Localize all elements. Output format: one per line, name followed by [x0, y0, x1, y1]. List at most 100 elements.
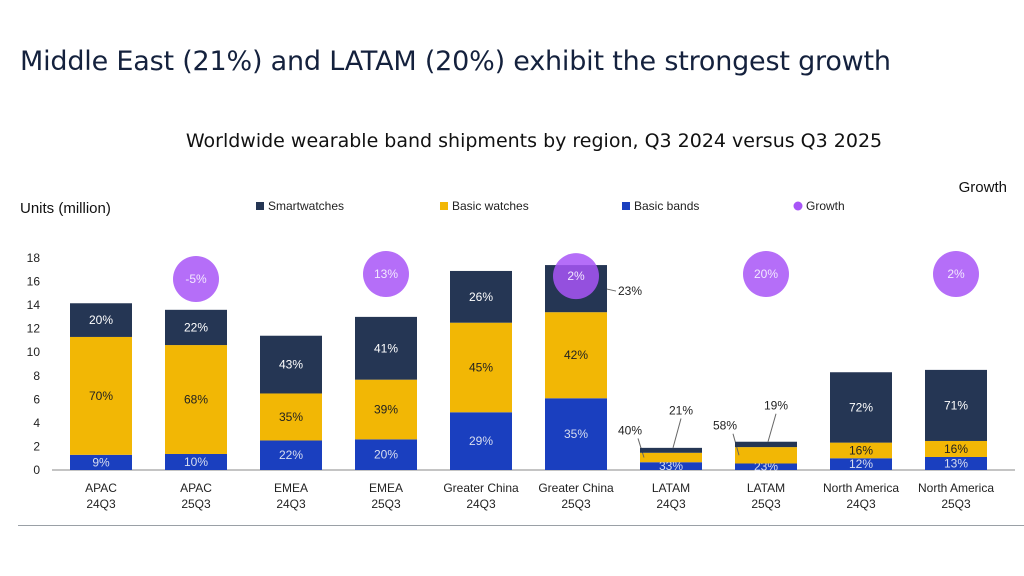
x-tick-label-region: APAC — [85, 481, 117, 495]
data-label-smartwatches: 72% — [849, 400, 873, 414]
bar-segment-basic-watches — [545, 312, 607, 399]
data-label-smartwatches: 41% — [374, 341, 398, 355]
data-label-basic-watches: 16% — [944, 442, 968, 456]
bar-segment-basic-watches — [450, 322, 512, 413]
data-label-smartwatches: 43% — [279, 358, 303, 372]
data-label-basic-watches: 35% — [279, 410, 303, 424]
x-tick-label-quarter: 24Q3 — [656, 497, 686, 511]
page-title: Middle East (21%) and LATAM (20%) exhibi… — [20, 46, 891, 77]
bar-segment-basic-bands — [925, 456, 987, 470]
chart-title: Worldwide wearable band shipments by reg… — [186, 130, 882, 152]
bar-segment-basic-bands — [70, 454, 132, 470]
data-label-basic-bands: 35% — [564, 427, 588, 441]
data-label-smartwatches: 26% — [469, 290, 493, 304]
y-tick-label: 0 — [33, 463, 40, 477]
x-tick-label-region: EMEA — [369, 481, 403, 495]
bar-segment-smartwatches — [735, 441, 797, 448]
bar-segment-basic-bands — [450, 412, 512, 470]
x-tick-label-region: APAC — [180, 481, 212, 495]
data-label-basic-bands: 13% — [944, 456, 968, 470]
y-tick-label: 16 — [27, 275, 41, 289]
y-tick-label: 8 — [33, 369, 40, 383]
bar-segment-basic-watches — [640, 452, 702, 463]
bar-segment-smartwatches — [830, 372, 892, 443]
bar-segment-smartwatches — [925, 369, 987, 441]
y-tick-label: 2 — [33, 439, 40, 453]
data-label-basic-watches: 16% — [849, 443, 873, 457]
bar-segment-basic-bands — [355, 439, 417, 470]
legend-marker-basic-watches — [440, 202, 448, 210]
bar-segment-basic-watches — [165, 345, 227, 454]
growth-label: 20% — [754, 267, 778, 281]
data-label-basic-watches: 40% — [618, 423, 642, 437]
x-tick-label-region: Greater China — [443, 481, 519, 495]
data-label-basic-watches: 70% — [89, 389, 113, 403]
data-label-smartwatches: 20% — [89, 313, 113, 327]
x-tick-label-region: North America — [918, 481, 994, 495]
data-label-basic-bands: 29% — [469, 434, 493, 448]
bar-segment-smartwatches — [355, 316, 417, 380]
data-label-basic-bands: 33% — [659, 459, 683, 473]
y-tick-label: 12 — [27, 322, 41, 336]
bar-segment-basic-bands — [260, 440, 322, 470]
bar-segment-basic-bands — [545, 398, 607, 470]
x-tick-label-quarter: 25Q3 — [751, 497, 781, 511]
bar-segment-basic-bands — [165, 453, 227, 470]
data-label-basic-bands: 20% — [374, 448, 398, 462]
bar-segment-smartwatches — [70, 303, 132, 337]
data-label-leader — [606, 288, 617, 292]
data-label-leader — [767, 413, 777, 442]
growth-label: -5% — [185, 272, 207, 286]
bar-segment-basic-watches — [355, 379, 417, 440]
legend-label-basic-watches: Basic watches — [452, 199, 529, 213]
data-label-basic-bands: 9% — [92, 455, 110, 469]
x-tick-label-region: EMEA — [274, 481, 308, 495]
x-tick-label-quarter: 25Q3 — [941, 497, 971, 511]
y-tick-label: 4 — [33, 416, 40, 430]
growth-label: 2% — [567, 269, 585, 283]
x-tick-label-quarter: 24Q3 — [846, 497, 876, 511]
data-label-smartwatches: 71% — [944, 398, 968, 412]
bar-segment-smartwatches — [260, 335, 322, 394]
growth-bubble — [173, 256, 219, 302]
growth-bubble — [553, 253, 599, 300]
data-label-basic-watches: 58% — [713, 419, 737, 433]
data-label-smartwatches: 21% — [669, 403, 693, 417]
x-tick-label-region: LATAM — [747, 481, 785, 495]
data-label-basic-watches: 68% — [184, 393, 208, 407]
bottom-divider — [18, 525, 1024, 526]
growth-bubble — [933, 251, 979, 297]
growth-bubble — [363, 251, 409, 297]
bar-segment-basic-watches — [925, 440, 987, 457]
x-tick-label-quarter: 25Q3 — [561, 497, 591, 511]
bar-segment-basic-watches — [735, 447, 797, 464]
legend-label-growth: Growth — [806, 199, 845, 213]
y-tick-label: 6 — [33, 392, 40, 406]
data-label-basic-watches: 42% — [564, 348, 588, 362]
data-label-basic-bands: 10% — [184, 455, 208, 469]
growth-label: 13% — [374, 267, 398, 281]
legend-marker-smartwatches — [256, 202, 264, 210]
legend-marker-basic-bands — [622, 202, 630, 210]
legend-marker-growth — [793, 201, 803, 211]
bar-segment-basic-bands — [640, 462, 702, 470]
bar-segment-basic-watches — [830, 442, 892, 459]
bar-segment-basic-bands — [735, 463, 797, 470]
bar-segment-basic-bands — [830, 458, 892, 470]
x-tick-label-region: LATAM — [652, 481, 690, 495]
data-label-basic-bands: 22% — [279, 448, 303, 462]
data-label-basic-watches: 39% — [374, 403, 398, 417]
x-tick-label-quarter: 24Q3 — [86, 497, 116, 511]
data-label-leader — [672, 418, 682, 448]
x-tick-label-quarter: 25Q3 — [371, 497, 401, 511]
bar-segment-smartwatches — [450, 270, 512, 323]
y-tick-label: 18 — [27, 251, 41, 265]
growth-header: Growth — [959, 179, 1007, 196]
legend-label-basic-bands: Basic bands — [634, 199, 699, 213]
data-label-smartwatches: 22% — [184, 320, 208, 334]
data-label-smartwatches: 23% — [618, 284, 642, 298]
growth-bubble — [743, 251, 789, 297]
data-label-basic-watches: 45% — [469, 360, 493, 374]
y-axis-label: Units (million) — [20, 200, 111, 217]
